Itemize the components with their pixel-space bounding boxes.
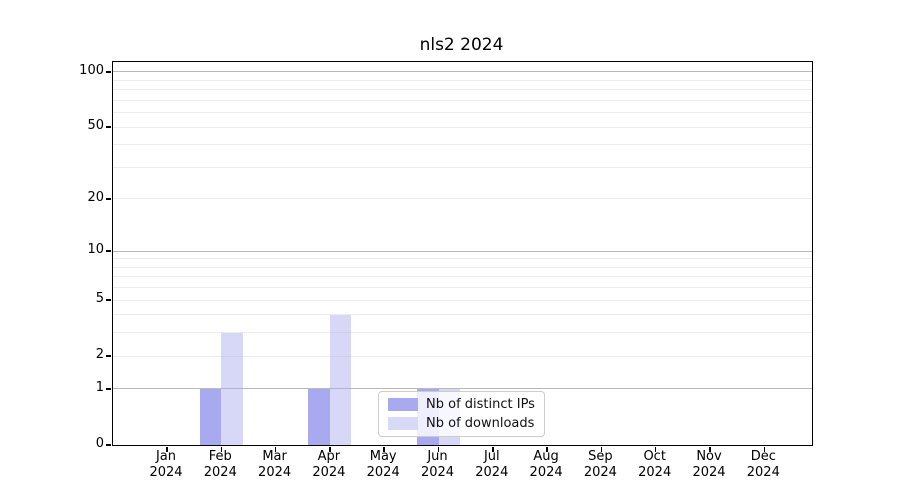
y-tick-label: 5	[95, 291, 104, 307]
gridline-major	[113, 71, 812, 73]
y-tick-label: 20	[87, 189, 104, 205]
x-tick-label-month: Jun	[427, 449, 448, 464]
y-tick	[106, 198, 112, 200]
legend-swatch-distinct-ips	[388, 398, 418, 411]
y-tick	[106, 250, 112, 252]
chart-title: nls2 2024	[419, 35, 504, 55]
x-tick	[383, 446, 385, 452]
y-tick	[106, 444, 112, 446]
legend-item-distinct-ips: Nb of distinct IPs	[388, 397, 535, 412]
x-tick	[654, 446, 657, 452]
x-tick-label: Apr 2024	[299, 449, 359, 481]
x-tick-label-month: Dec	[750, 449, 776, 464]
x-tick-label-year: 2024	[692, 465, 726, 480]
y-tick	[106, 388, 112, 390]
gridline-minor	[113, 166, 812, 168]
x-tick	[274, 446, 277, 452]
legend: Nb of distinct IPs Nb of downloads	[378, 391, 545, 437]
x-tick-label-year: 2024	[149, 465, 183, 480]
bar-downloads	[329, 314, 352, 445]
x-tick-label-month: Jul	[483, 449, 500, 464]
x-tick-label: Sep 2024	[570, 449, 630, 481]
gridline-minor	[113, 126, 812, 128]
x-tick-label-year: 2024	[203, 465, 237, 480]
legend-label-downloads: Nb of downloads	[426, 416, 535, 431]
x-tick-label: May 2024	[353, 449, 413, 481]
x-tick-label-year: 2024	[529, 465, 563, 480]
y-tick	[106, 126, 112, 128]
x-tick-label: Oct 2024	[625, 449, 685, 481]
x-tick-label-year: 2024	[638, 465, 672, 480]
x-tick-label: Jul 2024	[462, 449, 522, 481]
legend-item-downloads: Nb of downloads	[388, 416, 535, 431]
x-tick	[166, 446, 168, 452]
gridline-minor	[113, 79, 812, 81]
x-tick-label-month: Jan	[155, 449, 177, 464]
x-tick-label: Jun 2024	[408, 449, 468, 481]
y-tick-label: 0	[95, 436, 104, 451]
x-tick-label-month: Apr	[317, 449, 341, 464]
y-tick-label: 50	[87, 118, 104, 134]
plot-area: Nb of distinct IPs Nb of downloads	[106, 61, 813, 452]
gridline-major	[113, 388, 812, 390]
x-tick-label: Aug 2024	[516, 449, 576, 481]
y-tick-label: 1	[95, 379, 104, 395]
x-tick-label-year: 2024	[366, 465, 400, 480]
bar-downloads	[221, 332, 243, 445]
x-tick	[437, 446, 440, 452]
x-tick-label-year: 2024	[420, 465, 455, 480]
gridline-minor	[113, 258, 812, 260]
y-tick-label: 100	[79, 62, 104, 78]
x-tick-label: Dec 2024	[733, 449, 793, 481]
gridline-minor	[113, 99, 812, 101]
gridline-minor	[113, 112, 812, 114]
x-tick-label-year: 2024	[583, 465, 617, 480]
y-tick-label: 2	[95, 347, 104, 363]
gridline-minor	[113, 276, 812, 278]
x-tick-label-month: Oct	[643, 449, 666, 464]
x-tick	[546, 446, 548, 452]
gridline-minor	[113, 355, 812, 357]
gridline-minor	[113, 144, 812, 146]
x-tick	[220, 446, 223, 452]
x-tick-label-year: 2024	[312, 465, 346, 480]
bar-distinct-ips	[308, 388, 330, 445]
x-tick	[763, 446, 766, 452]
x-tick-label-month: May	[369, 449, 397, 464]
x-tick-label-month: Nov	[696, 449, 722, 464]
y-tick-label: 10	[87, 242, 104, 258]
legend-swatch-downloads	[388, 417, 418, 430]
x-tick-label-month: Sep	[588, 449, 613, 464]
x-tick-label-year: 2024	[475, 465, 509, 480]
x-tick	[709, 446, 711, 452]
gridline-minor	[113, 198, 812, 200]
x-tick	[329, 446, 331, 452]
x-tick-label-year: 2024	[258, 465, 292, 480]
x-tick-label: Mar 2024	[245, 449, 305, 481]
x-tick	[492, 446, 494, 452]
x-tick-label: Nov 2024	[679, 449, 739, 481]
gridline-minor	[113, 332, 812, 334]
y-tick	[106, 71, 112, 73]
x-tick-label-month: Feb	[208, 449, 232, 464]
bar-distinct-ips	[199, 388, 222, 445]
gridline-major	[113, 250, 812, 252]
x-tick-label: Jan 2024	[136, 449, 196, 481]
gridline-minor	[113, 299, 812, 301]
gridline-minor	[113, 266, 812, 268]
y-tick	[106, 355, 112, 357]
x-tick	[600, 446, 603, 452]
legend-label-distinct-ips: Nb of distinct IPs	[426, 397, 535, 412]
gridline-minor	[113, 314, 812, 316]
x-tick-label-year: 2024	[746, 465, 780, 480]
y-tick	[106, 299, 112, 301]
gridline-minor	[113, 287, 812, 289]
gridline-minor	[113, 89, 812, 91]
x-tick-label-month: Mar	[262, 449, 287, 464]
x-tick-label-month: Aug	[533, 449, 559, 464]
x-tick-label: Feb 2024	[190, 449, 250, 481]
